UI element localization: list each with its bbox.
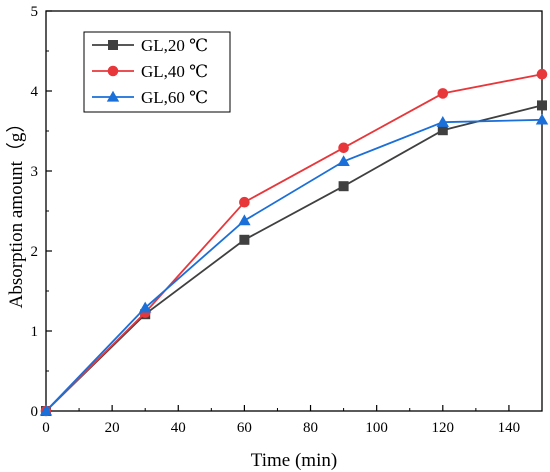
legend-label: GL,40 ℃ (141, 62, 208, 81)
series-1 (41, 100, 547, 416)
data-point (238, 214, 251, 226)
data-point (338, 142, 349, 154)
x-tick-label: 100 (365, 420, 388, 436)
legend-marker (108, 40, 118, 50)
x-tick-label: 20 (105, 420, 120, 436)
y-tick-label: 3 (31, 164, 39, 180)
data-point (437, 125, 448, 136)
x-axis-label: Time (min) (251, 450, 337, 471)
y-axis-label: Absorption amount（g） (5, 114, 27, 309)
data-point (436, 116, 449, 127)
y-tick-label: 5 (31, 4, 39, 20)
data-point (535, 113, 549, 125)
x-tick-label: 140 (498, 420, 521, 436)
x-tick-label: 60 (237, 420, 252, 436)
legend-label: GL,20 ℃ (141, 36, 208, 55)
legend-entry: GL,20 ℃ (92, 36, 208, 55)
x-tick-label: 120 (432, 420, 455, 436)
legend-entry: GL,40 ℃ (92, 62, 208, 81)
y-tick-label: 1 (31, 324, 39, 340)
data-point (39, 404, 53, 416)
y-tick-label: 0 (31, 404, 39, 420)
series-3 (39, 113, 549, 416)
x-tick-label: 40 (171, 420, 186, 436)
legend-marker (106, 90, 120, 102)
data-point (338, 181, 349, 192)
series-line (45, 73, 543, 412)
series-line (45, 104, 543, 412)
x-tick-label: 80 (303, 420, 318, 436)
data-point (536, 68, 548, 80)
data-point (437, 88, 449, 99)
tick-labels: 0 20 40 60 80 100 120 140 0 1 2 3 4 5 (31, 4, 521, 436)
data-point (239, 196, 250, 208)
y-tick-label: 4 (31, 84, 39, 100)
data-point (537, 100, 547, 111)
legend-label: GL,60 ℃ (141, 88, 208, 107)
data-point (337, 155, 350, 167)
y-tick-label: 2 (31, 244, 39, 260)
data-point (239, 234, 250, 245)
axis-ticks (45, 10, 510, 412)
series-layer (39, 68, 549, 417)
legend-marker (107, 65, 119, 77)
x-tick-label: 0 (42, 420, 50, 436)
legend: GL,20 ℃ GL,40 ℃ GL,60 ℃ (83, 31, 231, 113)
legend-entry: GL,60 ℃ (92, 88, 208, 107)
series-line (45, 118, 543, 412)
data-point (139, 301, 152, 313)
